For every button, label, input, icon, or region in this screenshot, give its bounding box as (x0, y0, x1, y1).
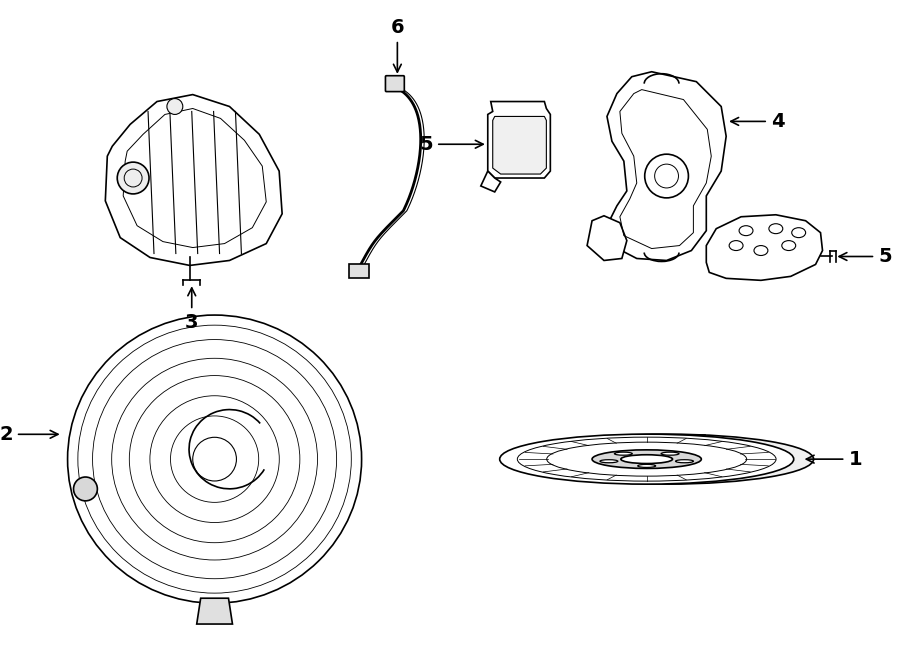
Polygon shape (706, 215, 823, 280)
Circle shape (166, 98, 183, 114)
Ellipse shape (68, 315, 362, 603)
Text: 3: 3 (185, 288, 199, 332)
Circle shape (117, 162, 149, 194)
Ellipse shape (621, 455, 672, 463)
Polygon shape (492, 116, 546, 174)
Text: 6: 6 (391, 18, 404, 72)
Polygon shape (481, 171, 500, 192)
Ellipse shape (676, 459, 693, 463)
Polygon shape (197, 598, 232, 624)
Ellipse shape (519, 434, 814, 484)
Ellipse shape (638, 465, 655, 467)
Text: 5: 5 (839, 247, 892, 266)
Polygon shape (587, 215, 626, 260)
Polygon shape (685, 435, 814, 483)
Text: 2: 2 (0, 425, 58, 444)
Text: 5: 5 (419, 135, 483, 154)
FancyBboxPatch shape (385, 76, 404, 92)
Ellipse shape (600, 459, 617, 463)
Ellipse shape (615, 452, 633, 455)
Ellipse shape (500, 434, 794, 484)
Polygon shape (607, 72, 726, 260)
Text: 4: 4 (731, 112, 785, 131)
Ellipse shape (662, 452, 679, 455)
Text: 1: 1 (806, 449, 862, 469)
Polygon shape (105, 95, 282, 266)
Polygon shape (488, 102, 550, 178)
Ellipse shape (74, 477, 97, 501)
FancyBboxPatch shape (348, 264, 369, 278)
Ellipse shape (592, 450, 701, 469)
